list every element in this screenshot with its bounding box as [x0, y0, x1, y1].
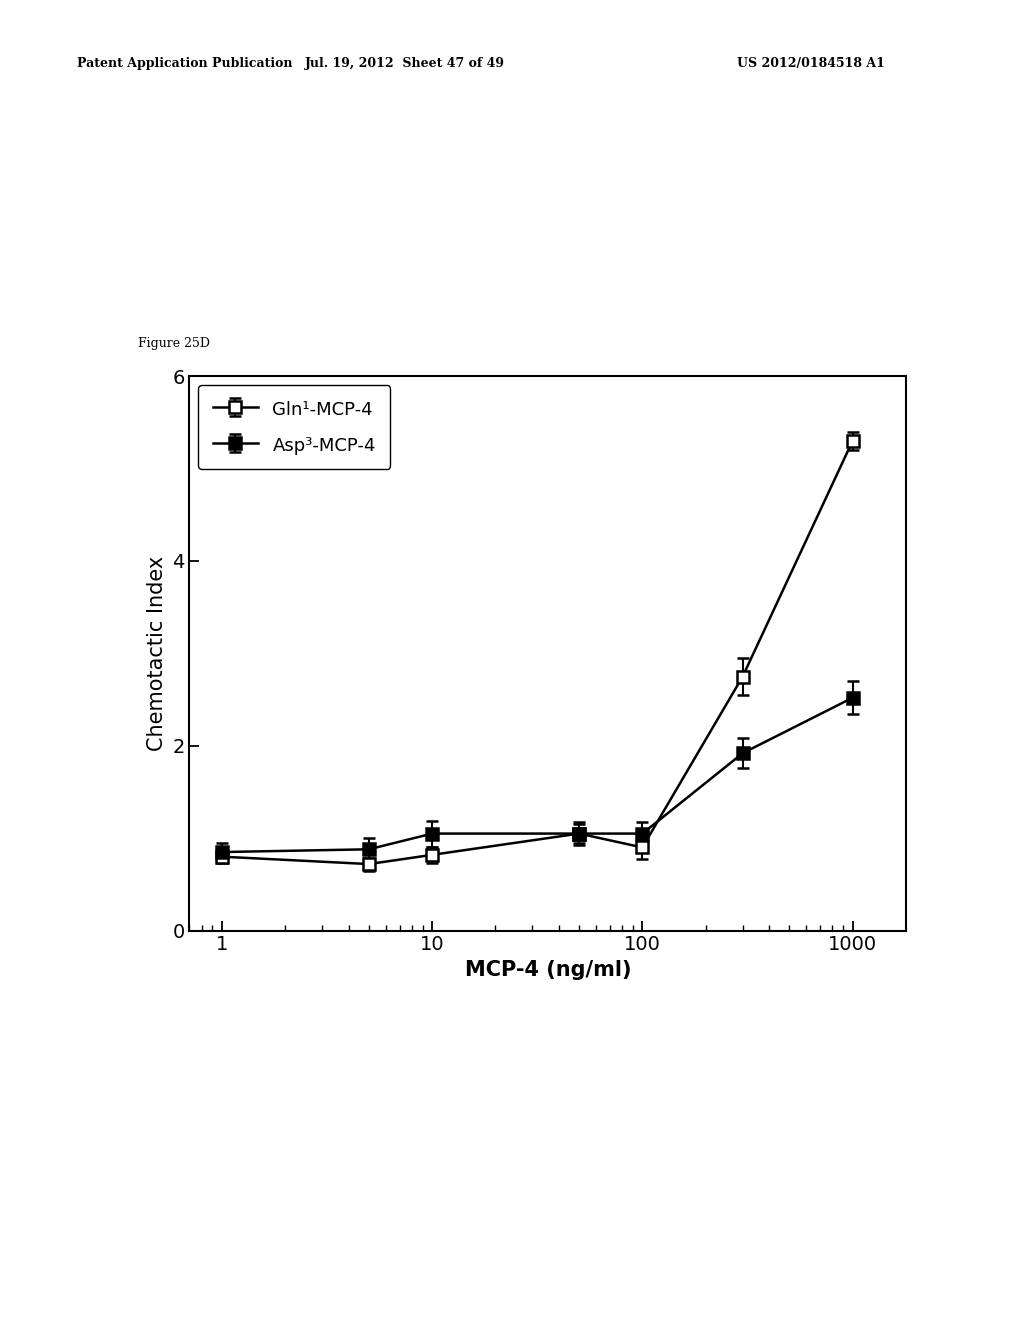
Y-axis label: Chemotactic Index: Chemotactic Index [146, 556, 167, 751]
Text: Figure 25D: Figure 25D [138, 337, 210, 350]
Legend: Gln¹-MCP-4, Asp³-MCP-4: Gln¹-MCP-4, Asp³-MCP-4 [199, 385, 390, 469]
Text: US 2012/0184518 A1: US 2012/0184518 A1 [737, 57, 885, 70]
X-axis label: MCP-4 (ng/ml): MCP-4 (ng/ml) [465, 960, 631, 979]
Text: Patent Application Publication: Patent Application Publication [77, 57, 292, 70]
Text: Jul. 19, 2012  Sheet 47 of 49: Jul. 19, 2012 Sheet 47 of 49 [304, 57, 505, 70]
